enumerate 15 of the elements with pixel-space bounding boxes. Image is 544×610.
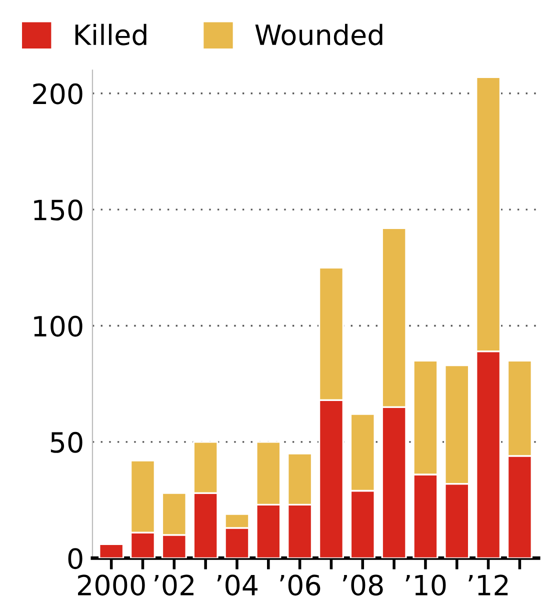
x-tick-label: ’08 xyxy=(342,574,383,596)
y-tick-label: 0 xyxy=(68,548,82,570)
x-tick-label: 2000 xyxy=(78,574,145,596)
x-tick-label: ’06 xyxy=(280,574,320,596)
x-tick-label: ’02 xyxy=(154,574,194,596)
x-tick-label: ’10 xyxy=(406,574,446,596)
legend-label: Wounded xyxy=(255,24,382,46)
y-tick-label: 100 xyxy=(34,316,82,337)
x-tick-label: ’04 xyxy=(217,574,258,596)
bar xyxy=(98,543,124,558)
y-tick-label: 150 xyxy=(34,200,82,221)
legend-label: Killed xyxy=(75,24,146,46)
x-tick-label: ’12 xyxy=(468,574,508,596)
y-tick-label: 50 xyxy=(50,432,82,453)
y-tick-label: 200 xyxy=(33,83,82,104)
